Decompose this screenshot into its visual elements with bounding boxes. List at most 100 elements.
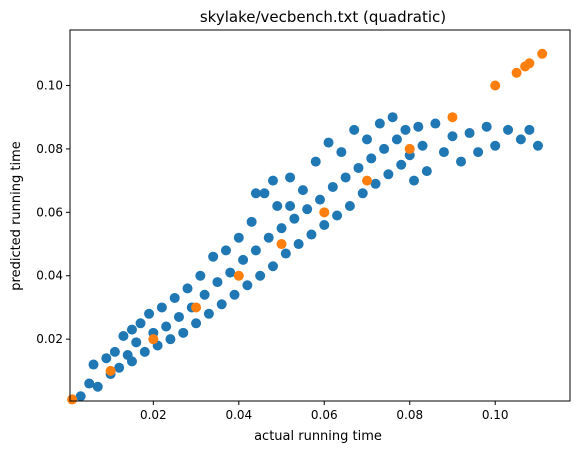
y-axis-label: predicted running time [9,141,24,290]
scatter-point-series-1 [276,223,287,234]
scatter-point-series-1 [225,267,236,278]
scatter-point-series-1 [144,308,155,319]
scatter-point-series-2 [191,302,202,313]
scatter-point-series-1 [370,178,381,189]
scatter-point-series-1 [366,153,377,164]
scatter-point-series-2 [524,58,535,69]
scatter-point-series-1 [297,185,308,196]
y-tick-label: 0.06 [36,205,63,219]
scatter-point-series-1 [515,134,526,145]
scatter-point-series-1 [195,270,206,281]
scatter-point-series-1 [473,147,484,158]
x-tick-label: 0.08 [396,408,423,422]
scatter-point-series-1 [349,124,360,135]
scatter-point-series-2 [105,365,116,376]
scatter-point-series-1 [430,118,441,129]
scatter-point-series-1 [409,175,420,186]
scatter-point-series-2 [490,80,501,91]
y-axis-ticks: 0.02 0.04 0.06 0.08 0.10 [36,78,70,346]
scatter-point-series-1 [178,327,189,338]
scatter-point-series-1 [156,302,167,313]
scatter-point-series-1 [357,188,368,199]
scatter-point-series-1 [391,134,402,145]
scatter-point-series-1 [503,124,514,135]
scatter-point-series-1 [114,362,125,373]
scatter-point-series-1 [259,188,270,199]
scatter-point-series-1 [139,346,150,357]
scatter-point-series-1 [327,181,338,192]
x-axis-ticks: 0.02 0.04 0.06 0.08 0.10 [140,401,509,422]
y-tick-label: 0.10 [36,78,63,92]
x-tick-label: 0.04 [225,408,252,422]
scatter-point-series-1 [421,166,432,177]
scatter-point-series-1 [101,353,112,364]
scatter-point-series-1 [464,128,475,139]
scatter-point-series-1 [315,194,325,205]
scatter-point-series-1 [532,140,543,151]
scatter-point-series-1 [396,159,407,170]
scatter-point-series-1 [250,188,261,199]
plot-frame [69,29,571,402]
x-tick-label: 0.10 [482,408,509,422]
scatter-point-series-1 [362,134,373,145]
scatter-point-series-2 [148,334,159,345]
x-tick-label: 0.06 [311,408,338,422]
scatter-point-series-1 [182,283,193,294]
y-tick-label: 0.02 [36,332,63,346]
scatter-point-series-1 [310,156,321,167]
scatter-point-series-1 [374,118,385,129]
scatter-point-series-1 [75,391,86,402]
scatter-point-series-1 [353,162,364,173]
scatter-point-series-1 [199,289,210,300]
scatter-point-series-2 [447,112,458,123]
scatter-point-series-2 [319,207,330,218]
points-layer [67,48,548,405]
scatter-point-series-1 [131,337,142,348]
scatter-point-series-1 [447,131,458,142]
scatter-point-series-1 [293,239,304,250]
scatter-point-series-1 [417,140,428,151]
y-tick-label: 0.04 [36,269,63,283]
scatter-point-series-1 [212,277,223,288]
scatter-point-series-1 [88,359,99,370]
scatter-point-series-1 [285,200,296,211]
scatter-point-series-1 [272,200,283,211]
scatter-point-series-2 [404,143,415,154]
scatter-point-series-1 [413,121,424,132]
scatter-point-series-1 [336,147,347,158]
scatter-point-series-1 [379,143,390,154]
scatter-point-series-1 [456,156,467,167]
scatter-point-series-1 [250,245,261,256]
scatter-point-series-1 [135,318,146,329]
scatter-point-series-1 [169,292,180,303]
scatter-point-series-1 [400,124,411,135]
scatter-point-series-1 [383,169,394,180]
scatter-point-series-1 [267,175,278,186]
scatter-point-series-1 [242,280,253,291]
scatter-point-series-1 [109,346,120,357]
scatter-point-series-1 [173,311,184,322]
x-tick-label: 0.02 [140,408,167,422]
scatter-point-series-1 [344,200,355,211]
scatter-point-series-2 [276,239,287,250]
scatter-point-series-1 [229,289,240,300]
scatter-point-series-1 [220,245,231,256]
scatter-point-series-1 [490,140,501,151]
scatter-point-series-1 [246,216,257,227]
scatter-point-series-1 [323,137,334,148]
scatter-point-series-1 [332,210,343,221]
scatter-point-series-1 [191,318,202,329]
scatter-point-series-1 [319,220,330,231]
scatter-point-series-1 [255,270,266,281]
scatter-point-series-1 [263,232,274,243]
scatter-point-series-1 [216,299,227,310]
scatter-point-series-1 [280,248,291,259]
scatter-point-series-2 [362,175,373,186]
scatter-point-series-1 [208,251,219,262]
scatter-point-series-1 [285,172,296,183]
chart-title: skylake/vecbench.txt (quadratic) [200,8,446,26]
scatter-point-series-1 [524,124,535,135]
scatter-point-series-1 [267,261,278,272]
scatter-point-series-1 [92,381,103,392]
